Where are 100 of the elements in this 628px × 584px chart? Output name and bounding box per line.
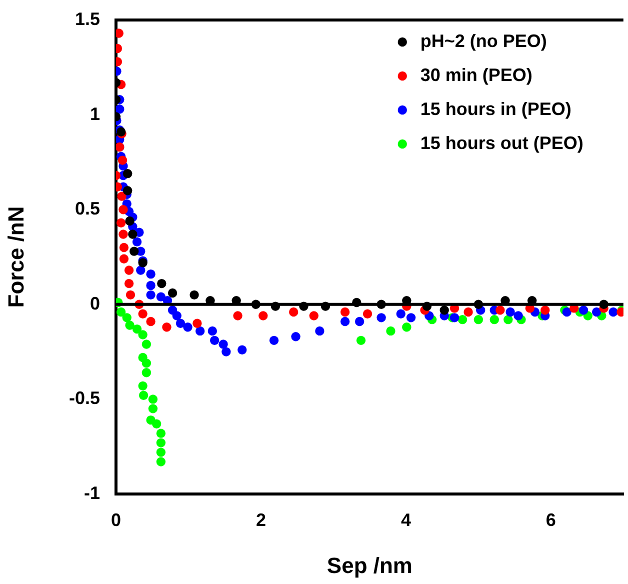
point: [148, 404, 158, 414]
point: [126, 290, 136, 300]
point: [340, 316, 350, 326]
point: [608, 307, 618, 317]
point: [176, 318, 186, 328]
point: [148, 394, 158, 404]
point: [146, 316, 156, 326]
point: [406, 313, 416, 322]
point: [142, 358, 152, 368]
y-tick-label: 1.5: [74, 8, 100, 29]
point: [168, 288, 178, 298]
point: [315, 326, 324, 336]
point: [362, 309, 372, 318]
point: [464, 307, 473, 317]
point: [123, 186, 132, 196]
point: [183, 322, 192, 332]
point: [269, 336, 279, 346]
point: [156, 438, 166, 448]
point: [490, 314, 499, 324]
x-tick-label: 4: [400, 510, 411, 530]
point: [238, 345, 247, 355]
point: [156, 292, 166, 302]
point: [376, 313, 386, 322]
x-tick-label: 0: [110, 510, 122, 530]
point: [386, 326, 396, 336]
point: [118, 230, 128, 239]
x-tick-label: 2: [256, 510, 266, 530]
point: [124, 278, 134, 288]
point: [458, 314, 468, 324]
point: [128, 230, 138, 239]
point: [138, 309, 148, 318]
point: [122, 313, 132, 322]
point: [340, 307, 350, 317]
point: [142, 340, 152, 349]
point: [402, 322, 412, 332]
point: [125, 320, 134, 330]
point: [210, 336, 220, 346]
point: [356, 336, 366, 346]
point: [116, 104, 124, 114]
point: [156, 448, 166, 457]
point: [288, 307, 298, 317]
point: [514, 311, 523, 320]
point: [138, 390, 148, 400]
point: [450, 313, 460, 322]
point: [440, 305, 449, 315]
point: [504, 314, 513, 324]
point: [146, 280, 156, 290]
point: [116, 218, 126, 228]
point: [116, 307, 126, 317]
point: [291, 332, 300, 342]
point: [132, 324, 142, 334]
point: [142, 368, 152, 378]
point: [136, 266, 146, 275]
point: [138, 330, 148, 340]
x-axis-title: Sep /nm: [326, 552, 412, 578]
legend-label: 30 min (PEO): [420, 64, 532, 85]
point: [157, 278, 166, 288]
legend-label: 15 hours in (PEO): [420, 98, 572, 119]
point: [540, 305, 550, 315]
legend-label: 15 hours out (PEO): [420, 132, 584, 153]
legend-label: pH~2 (no PEO): [420, 30, 547, 51]
y-tick-label: 0.5: [74, 198, 100, 219]
point: [152, 419, 162, 428]
point: [309, 311, 318, 320]
point: [474, 314, 484, 324]
point: [172, 311, 182, 320]
point: [396, 309, 406, 318]
point: [218, 340, 228, 349]
point: [506, 307, 515, 317]
y-tick-label: 1: [90, 104, 100, 124]
point: [195, 326, 205, 336]
point: [119, 254, 129, 264]
point: [496, 305, 505, 315]
y-tick-label: 0: [90, 293, 100, 314]
point: [138, 381, 148, 391]
point: [123, 168, 132, 178]
point: [124, 266, 134, 275]
point: [156, 428, 166, 438]
point: [156, 457, 166, 466]
point: [192, 318, 202, 328]
point: [222, 347, 231, 356]
point: [190, 290, 199, 300]
point: [119, 242, 129, 252]
point: [258, 311, 268, 320]
point: [146, 290, 156, 300]
point: [146, 269, 156, 279]
point: [354, 316, 364, 326]
point: [118, 156, 128, 165]
point: [592, 307, 602, 317]
point: [118, 205, 128, 214]
point: [578, 305, 588, 315]
point: [208, 326, 218, 336]
y-tick-label: -0.5: [68, 388, 100, 408]
point: [125, 216, 134, 226]
point: [233, 311, 242, 320]
point: [117, 192, 126, 201]
point: [132, 237, 142, 246]
x-tick-label: 6: [546, 510, 556, 530]
point: [162, 322, 172, 332]
y-tick-label: -1: [84, 482, 100, 503]
